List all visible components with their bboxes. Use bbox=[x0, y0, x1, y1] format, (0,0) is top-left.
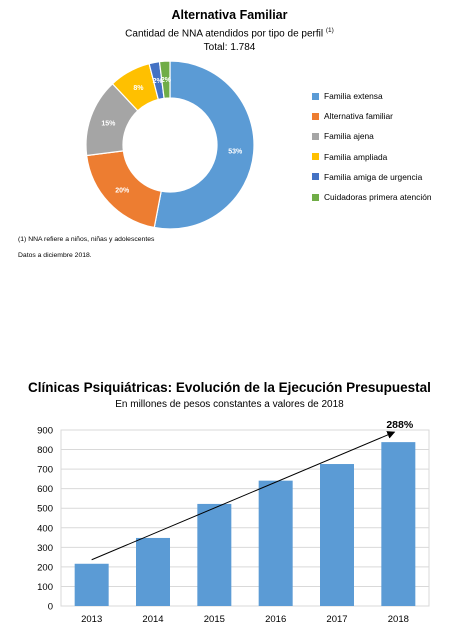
y-tick-label: 600 bbox=[37, 484, 53, 495]
legend-swatch bbox=[312, 132, 319, 140]
legend-swatch bbox=[312, 112, 319, 120]
donut-slice-label: 2% bbox=[153, 78, 164, 85]
pie-footnote: (1) NNA refiere a niños, niñas y adolesc… bbox=[18, 236, 155, 243]
pie-legend: Familia extensa Alternativa familiar Famil… bbox=[312, 86, 432, 207]
y-tick-label: 900 bbox=[37, 426, 53, 437]
x-tick-label: 2013 bbox=[81, 614, 102, 625]
donut-slice-label: 8% bbox=[133, 85, 144, 92]
legend-label: Familia extensa bbox=[324, 91, 383, 102]
bar bbox=[136, 537, 170, 606]
legend-swatch bbox=[312, 92, 319, 100]
legend-label: Alternativa familiar bbox=[324, 111, 393, 122]
legend-swatch bbox=[312, 193, 319, 201]
legend-item: Familia extensa bbox=[312, 86, 432, 106]
pie-chart-subtitle-text: Cantidad de NNA atendidos por tipo de pe… bbox=[125, 28, 324, 40]
legend-item: Familia ampliada bbox=[312, 147, 432, 167]
x-tick-label: 2017 bbox=[326, 614, 347, 625]
x-tick-label: 2014 bbox=[142, 614, 163, 625]
x-tick-label: 2018 bbox=[388, 614, 409, 625]
x-tick-label: 2015 bbox=[204, 614, 225, 625]
y-tick-label: 200 bbox=[37, 562, 53, 573]
legend-item: Familia ajena bbox=[312, 126, 432, 146]
y-tick-label: 800 bbox=[37, 445, 53, 456]
donut-slice-label: 53% bbox=[228, 149, 243, 156]
legend-label: Familia amiga de urgencia bbox=[324, 171, 423, 182]
bar bbox=[320, 464, 354, 606]
donut-slice bbox=[158, 60, 171, 100]
pie-chart-title: Alternativa Familiar bbox=[171, 8, 288, 22]
legend-item: Cuidadoras primera atención bbox=[312, 187, 432, 207]
legend-label: Familia ampliada bbox=[324, 151, 388, 162]
bar-chart: 0 100 200 300 400 500 600 700 800 900 2013 2014 2015… bbox=[37, 419, 430, 625]
bar bbox=[258, 480, 293, 606]
donut-slice-label: 15% bbox=[101, 120, 116, 127]
growth-annotation: 288% bbox=[386, 419, 414, 431]
pie-data-date: Datos a diciembre 2018. bbox=[18, 252, 92, 259]
legend-swatch bbox=[312, 173, 319, 181]
donut-chart: 53% 20% 15% 8% 2%2% bbox=[85, 60, 255, 230]
y-tick-label: 300 bbox=[37, 543, 53, 554]
plot-area bbox=[60, 429, 430, 607]
x-tick-label: 2016 bbox=[265, 614, 286, 625]
legend-item: Familia amiga de urgencia bbox=[312, 167, 432, 187]
y-tick-label: 0 bbox=[48, 602, 53, 613]
trend-arrow bbox=[91, 431, 396, 561]
y-tick-label: 500 bbox=[37, 504, 53, 515]
legend-label: Familia ajena bbox=[324, 131, 374, 142]
bar-chart-block: Clínicas Psiquiátricas: Evolución de la … bbox=[0, 370, 459, 638]
legend-item: Alternativa familiar bbox=[312, 106, 432, 126]
legend-label: Cuidadoras primera atención bbox=[324, 192, 432, 203]
y-tick-label: 100 bbox=[37, 582, 53, 593]
donut-slice bbox=[153, 60, 255, 230]
pie-chart-block: Alternativa Familiar Cantidad de NNA ate… bbox=[0, 0, 459, 270]
pie-chart-subtitle-sup: (1) bbox=[325, 27, 334, 34]
bar bbox=[74, 563, 109, 606]
y-tick-label: 400 bbox=[37, 523, 53, 534]
donut-slice-label: 2% bbox=[161, 77, 172, 84]
bar-chart-subtitle: En millones de pesos constantes a valore… bbox=[115, 399, 344, 410]
legend-swatch bbox=[312, 153, 319, 161]
y-tick-label: 700 bbox=[37, 465, 53, 476]
pie-chart-total: Total: 1.784 bbox=[203, 42, 256, 53]
donut-slice-label: 20% bbox=[115, 187, 130, 194]
pie-chart-subtitle: Cantidad de NNA atendidos por tipo de pe… bbox=[0, 27, 459, 39]
bar bbox=[381, 442, 416, 606]
bar bbox=[197, 503, 232, 606]
bar-chart-title: Clínicas Psiquiátricas: Evolución de la … bbox=[28, 380, 431, 395]
